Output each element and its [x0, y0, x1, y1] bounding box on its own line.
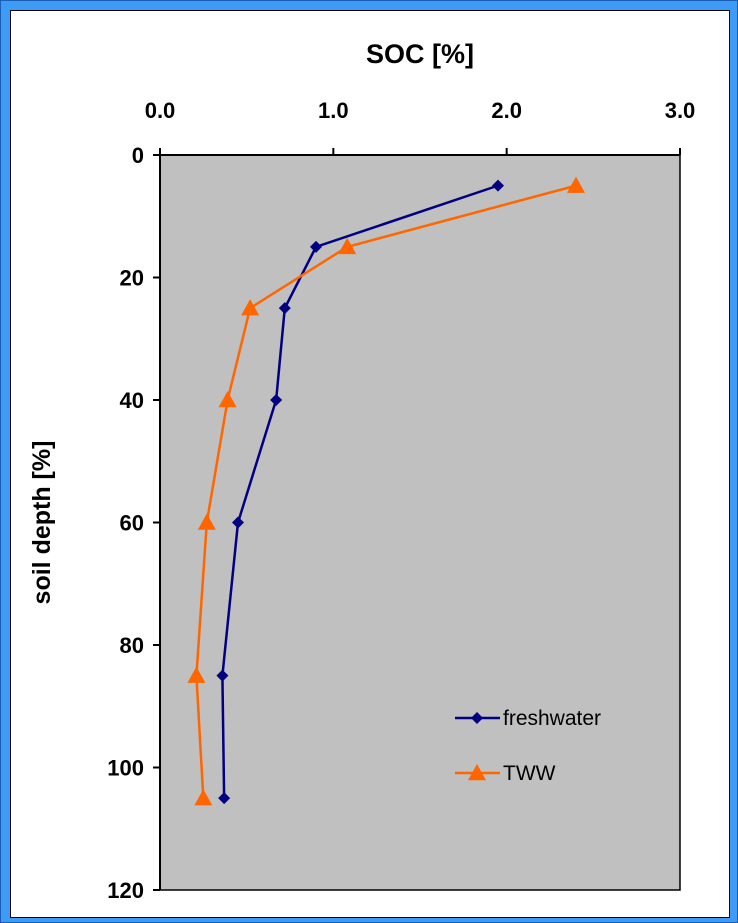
plot-area — [159, 154, 681, 891]
x-tick-label: 2.0 — [491, 98, 522, 123]
y-tick-label: 120 — [107, 878, 144, 903]
legend-label: TWW — [503, 762, 556, 785]
data-point — [492, 179, 504, 192]
legend: freshwater TWW — [455, 707, 601, 785]
legend-item: TWW — [455, 762, 556, 785]
x-tick-label: 3.0 — [665, 98, 696, 123]
x-axis-title: SOC [%] — [366, 39, 474, 69]
data-point — [187, 666, 206, 683]
data-point — [216, 669, 229, 682]
y-axis: 0 20 40 60 80 100 120 — [107, 143, 161, 903]
legend-item: freshwater — [455, 707, 601, 730]
legend-label: freshwater — [503, 707, 601, 730]
data-point — [338, 237, 357, 255]
y-tick-label: 100 — [107, 756, 144, 781]
x-axis: 0.0 1.0 2.0 3.0 — [145, 98, 696, 156]
x-tick-label: 0.0 — [145, 98, 176, 123]
data-point — [241, 299, 260, 316]
series-tww — [187, 176, 585, 806]
y-tick-label: 80 — [120, 633, 144, 658]
data-point — [270, 394, 283, 406]
x-tick-label: 1.0 — [318, 98, 349, 123]
data-point — [218, 391, 237, 408]
legend-marker — [468, 764, 486, 781]
data-point — [567, 176, 585, 193]
data-point — [197, 513, 216, 530]
y-tick-label: 60 — [120, 511, 144, 536]
data-point — [232, 516, 244, 529]
y-tick-label: 20 — [120, 266, 144, 291]
y-tick-label: 40 — [120, 388, 144, 413]
data-point — [310, 240, 322, 253]
legend-marker — [471, 712, 483, 724]
data-point — [278, 302, 291, 315]
data-point — [218, 792, 231, 805]
series-layer — [187, 176, 585, 806]
data-point — [194, 789, 213, 806]
series-freshwater — [216, 179, 504, 805]
y-axis-title: soil depth [%] — [28, 441, 56, 605]
y-tick-label: 0 — [132, 143, 144, 168]
